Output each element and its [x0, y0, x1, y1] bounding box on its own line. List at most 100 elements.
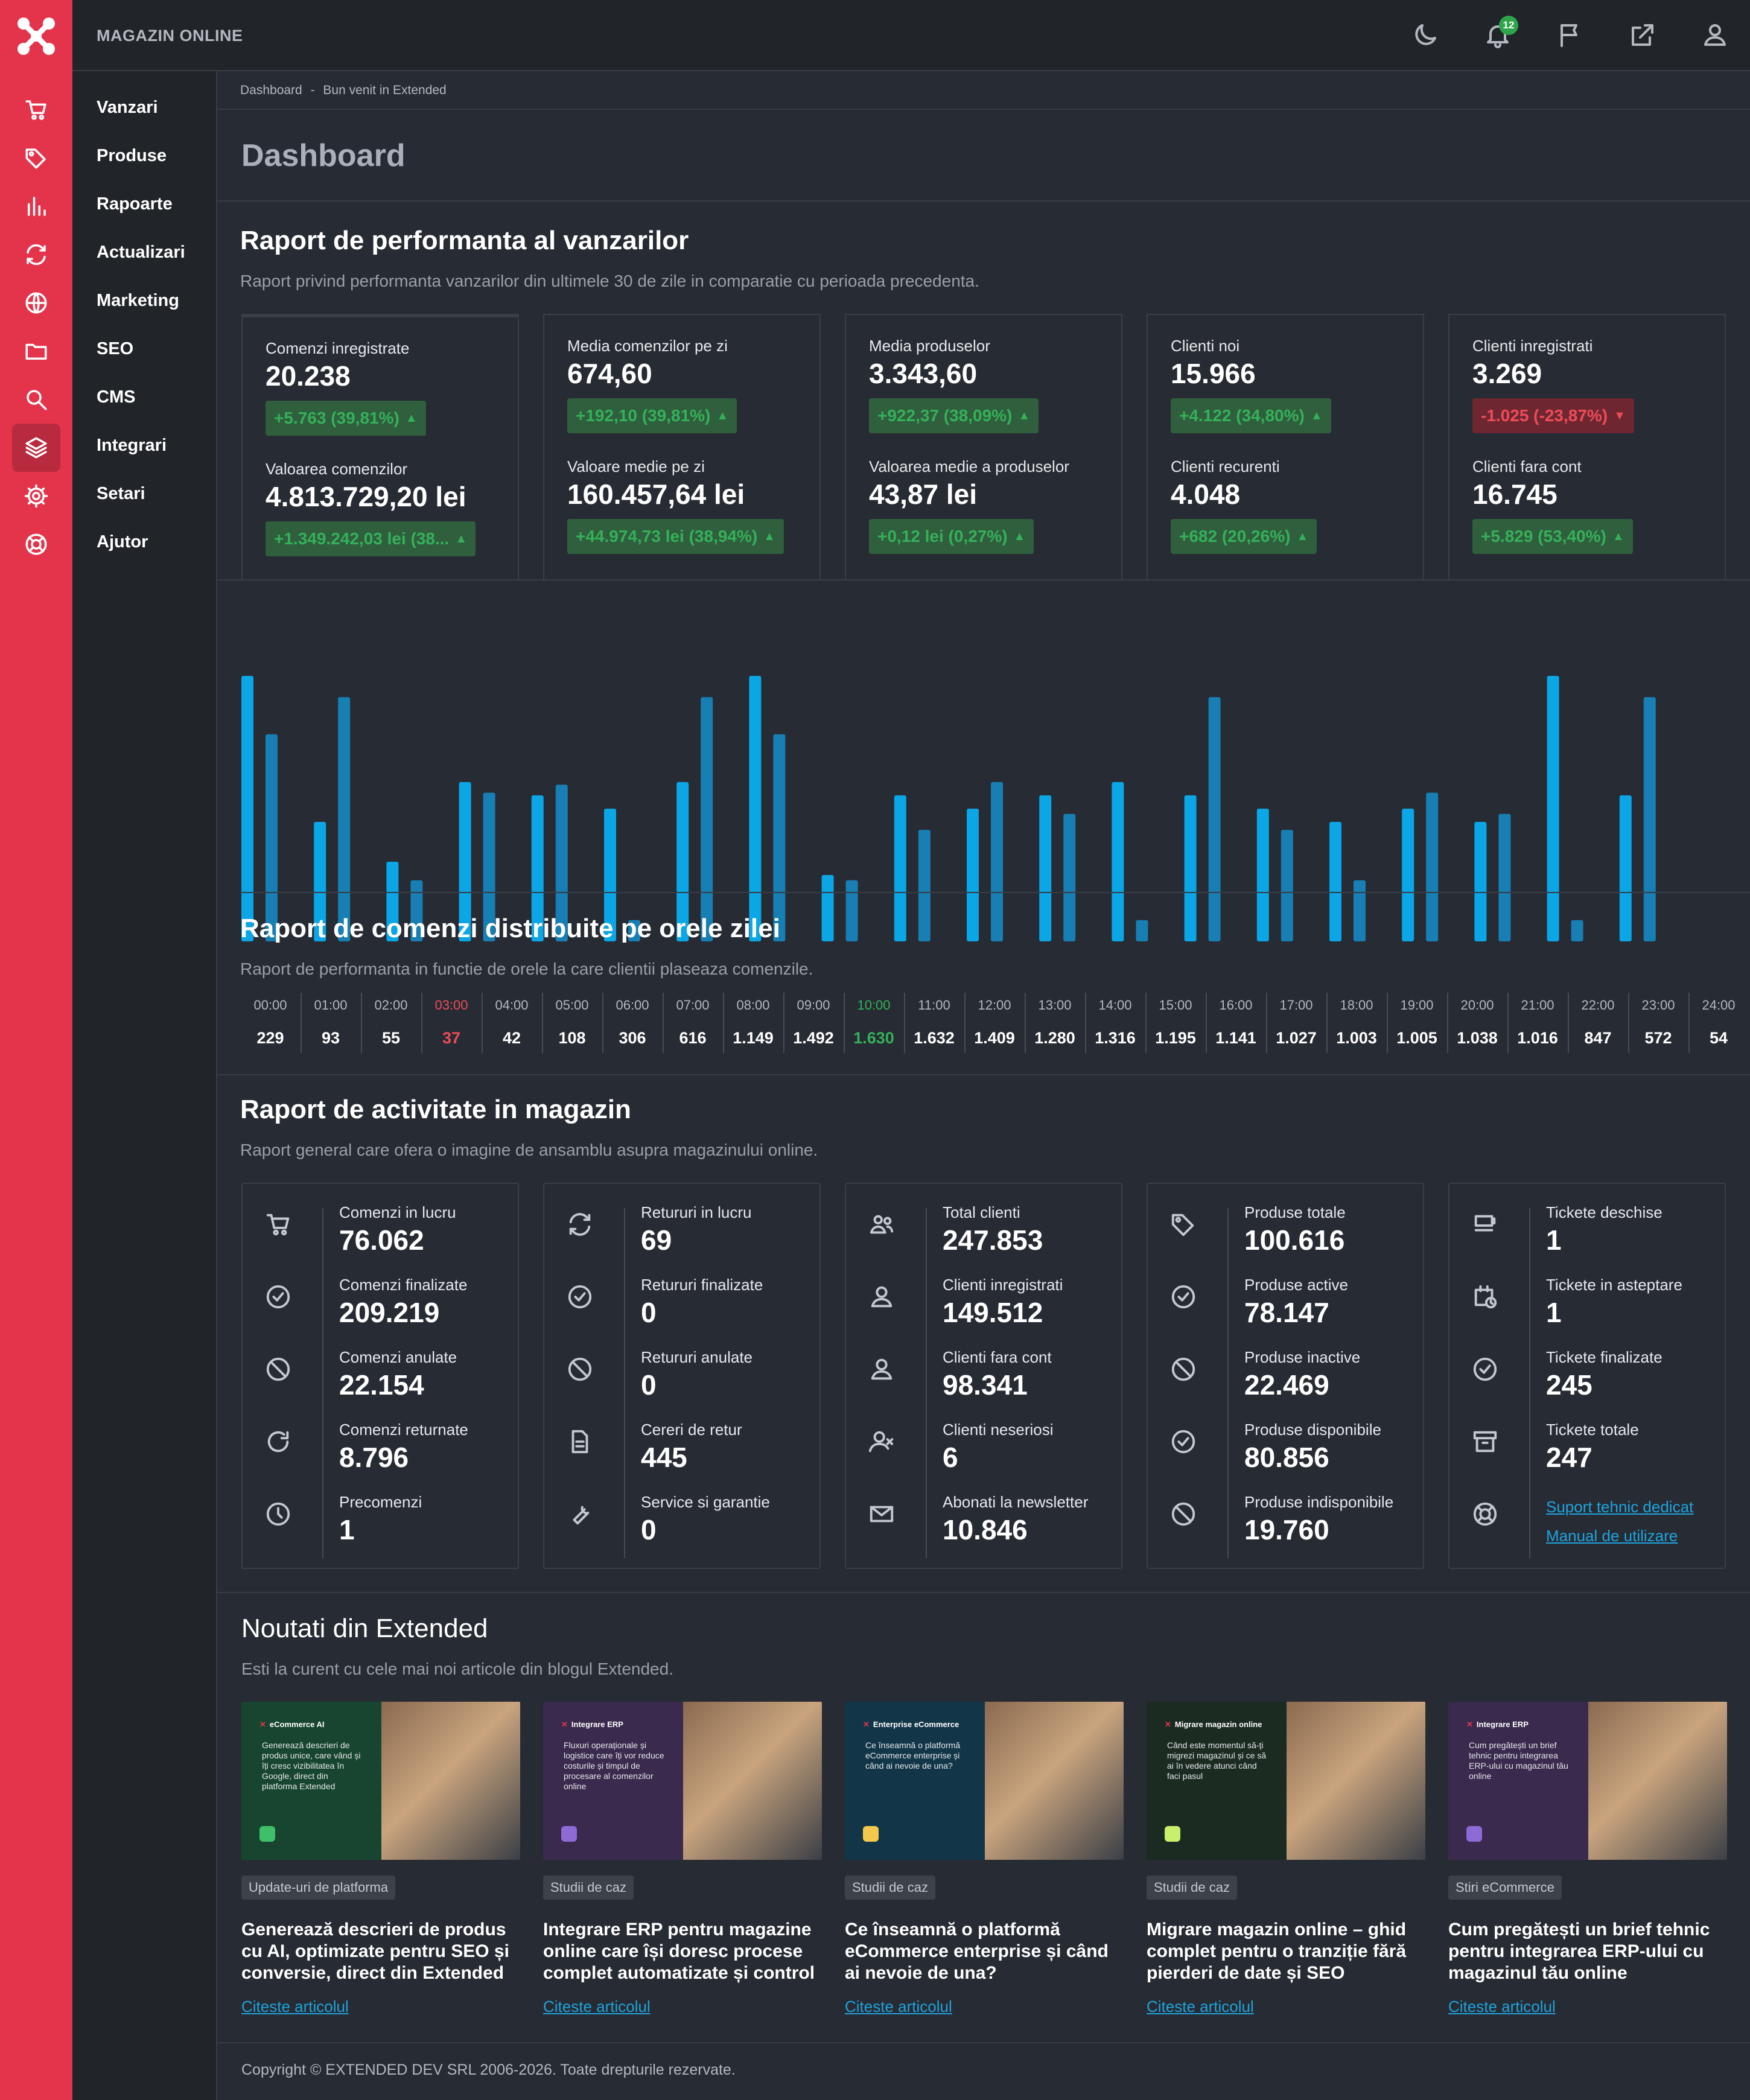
support-link[interactable]: Suport tehnic dedicat: [1546, 1498, 1694, 1516]
logo-icon[interactable]: [0, 0, 72, 72]
sales-kpi-card[interactable]: Comenzi inregistrate 20.238 +5.763 (39,81%…: [241, 314, 519, 579]
activity-stat[interactable]: Tickete totale 247: [1449, 1401, 1727, 1474]
menu-item-actualizari[interactable]: Actualizari: [97, 243, 185, 262]
chart-bar[interactable]: [894, 795, 906, 941]
read-article-link[interactable]: Citeste articolul: [241, 1997, 349, 2016]
menu-item-ajutor[interactable]: Ajutor: [97, 532, 148, 552]
activity-stat[interactable]: Comenzi finalizate 209.219: [243, 1256, 520, 1329]
article-title[interactable]: Generează descrieri de produs cu AI, opt…: [241, 1920, 509, 1983]
article-thumbnail[interactable]: ✕ Integrare ERP Cum pregătești un brief te…: [1448, 1702, 1727, 1860]
chart-bar[interactable]: [1208, 697, 1221, 941]
sales-kpi-card[interactable]: Clienti noi 15.966 +4.122 (34,80%) ▲ Clienti…: [1147, 314, 1424, 579]
chart-bar[interactable]: [555, 784, 568, 941]
activity-stat[interactable]: Produse totale 100.616: [1148, 1184, 1425, 1256]
activity-stat[interactable]: Retururi in lucru 69: [544, 1184, 822, 1256]
menu-item-rapoarte[interactable]: Rapoarte: [97, 194, 173, 214]
chart-bar[interactable]: [1329, 822, 1341, 941]
dark-mode-icon[interactable]: [1411, 21, 1442, 52]
activity-stat[interactable]: Tickete in asteptare 1: [1449, 1256, 1727, 1329]
activity-stat[interactable]: Retururi anulate 0: [544, 1329, 822, 1401]
bar-chart-icon[interactable]: [12, 182, 60, 231]
chart-bar[interactable]: [1643, 697, 1656, 941]
menu-item-vanzari[interactable]: Vanzari: [97, 98, 158, 117]
chart-bar[interactable]: [1281, 830, 1293, 941]
activity-stat[interactable]: Produse inactive 22.469: [1148, 1329, 1425, 1401]
menu-item-marketing[interactable]: Marketing: [97, 291, 179, 310]
read-article-link[interactable]: Citeste articolul: [543, 1997, 651, 2016]
chart-bar[interactable]: [483, 792, 495, 941]
menu-item-setari[interactable]: Setari: [97, 484, 145, 503]
activity-stat[interactable]: Precomenzi 1: [243, 1474, 520, 1546]
menu-item-seo[interactable]: SEO: [97, 339, 134, 358]
chart-bar[interactable]: [1474, 822, 1487, 941]
activity-stat[interactable]: Comenzi in lucru 76.062: [243, 1184, 520, 1256]
read-article-link[interactable]: Citeste articolul: [1147, 1997, 1254, 2016]
read-article-link[interactable]: Citeste articolul: [1448, 1997, 1556, 2016]
chart-bar[interactable]: [314, 822, 326, 941]
article-title[interactable]: Integrare ERP pentru magazine online car…: [543, 1920, 815, 1983]
activity-stat[interactable]: Tickete finalizate 245: [1449, 1329, 1727, 1401]
activity-stat[interactable]: Produse indisponibile 19.760: [1148, 1474, 1425, 1546]
read-article-link[interactable]: Citeste articolul: [845, 1997, 952, 2016]
activity-stat[interactable]: Clienti inregistrati 149.512: [846, 1256, 1124, 1329]
chart-bar[interactable]: [1063, 813, 1076, 941]
chart-bar[interactable]: [1354, 880, 1366, 941]
activity-stat[interactable]: Produse disponibile 80.856: [1148, 1401, 1425, 1474]
activity-stat[interactable]: Comenzi returnate 8.796: [243, 1401, 520, 1474]
chart-bar[interactable]: [386, 862, 399, 941]
chart-bar[interactable]: [991, 782, 1003, 941]
cart-icon[interactable]: [12, 86, 60, 134]
chart-bar[interactable]: [266, 734, 278, 941]
lifebuoy-icon[interactable]: [12, 520, 60, 568]
external-link-icon[interactable]: [1628, 21, 1659, 52]
breadcrumb-home[interactable]: Dashboard: [240, 83, 302, 97]
chart-bar[interactable]: [773, 734, 786, 941]
chart-bar[interactable]: [1571, 920, 1583, 941]
chart-bar[interactable]: [1402, 809, 1414, 941]
activity-stat[interactable]: Retururi finalizate 0: [544, 1256, 822, 1329]
chart-bar[interactable]: [918, 830, 931, 941]
chart-bar[interactable]: [1039, 795, 1052, 941]
chart-bar[interactable]: [821, 875, 834, 941]
chart-bar[interactable]: [1256, 809, 1269, 941]
tag-icon[interactable]: [12, 134, 60, 182]
chart-bar[interactable]: [1426, 792, 1439, 941]
sync-icon[interactable]: [12, 231, 60, 279]
chart-bar[interactable]: [845, 880, 858, 941]
user-account-icon[interactable]: [1701, 21, 1732, 52]
chart-bar[interactable]: [701, 697, 713, 941]
chart-bar[interactable]: [410, 880, 423, 941]
chart-bar[interactable]: [338, 697, 351, 941]
activity-stat[interactable]: Total clienti 247.853: [846, 1184, 1124, 1256]
folder-icon[interactable]: [12, 327, 60, 375]
article-thumbnail[interactable]: ✕ Integrare ERP Fluxuri operaționale și lo…: [543, 1702, 822, 1860]
chart-bar[interactable]: [1112, 782, 1124, 941]
chart-bar[interactable]: [628, 920, 640, 941]
article-thumbnail[interactable]: ✕ eCommerce AI Generează descrieri de prod…: [241, 1702, 520, 1860]
sales-kpi-card[interactable]: Media comenzilor pe zi 674,60 +192,10 (39,…: [543, 314, 821, 579]
activity-stat[interactable]: Tickete deschise 1: [1449, 1184, 1727, 1256]
chart-bar[interactable]: [1547, 676, 1559, 941]
chart-bar[interactable]: [1184, 795, 1197, 941]
activity-stat[interactable]: Clienti fara cont 98.341: [846, 1329, 1124, 1401]
search-icon[interactable]: [12, 375, 60, 424]
flag-icon[interactable]: [1556, 21, 1587, 52]
article-title[interactable]: Migrare magazin online – ghid complet pe…: [1147, 1920, 1407, 1983]
chart-bar[interactable]: [676, 782, 689, 941]
article-title[interactable]: Cum pregătești un brief tehnic pentru in…: [1448, 1920, 1710, 1983]
article-thumbnail[interactable]: ✕ Enterprise eCommerce Ce înseamnă o platf…: [845, 1702, 1124, 1860]
layers-icon[interactable]: [12, 424, 60, 472]
manual-link[interactable]: Manual de utilizare: [1546, 1527, 1678, 1545]
chart-bar[interactable]: [241, 676, 253, 941]
article-thumbnail[interactable]: ✕ Migrare magazin online Când este momentu…: [1147, 1702, 1425, 1860]
sales-kpi-card[interactable]: Media produselor 3.343,60 +922,37 (38,09%)…: [845, 314, 1122, 579]
menu-item-integrari[interactable]: Integrari: [97, 436, 167, 455]
menu-item-cms[interactable]: CMS: [97, 387, 136, 407]
menu-item-produse[interactable]: Produse: [97, 146, 167, 165]
chart-bar[interactable]: [531, 795, 544, 941]
sales-kpi-card[interactable]: Clienti inregistrati 3.269 -1.025 (-23,87%…: [1448, 314, 1726, 579]
chart-bar[interactable]: [1136, 920, 1148, 941]
chart-bar[interactable]: [749, 676, 762, 941]
activity-stat[interactable]: Service si garantie 0: [544, 1474, 822, 1546]
activity-stat[interactable]: Produse active 78.147: [1148, 1256, 1425, 1329]
